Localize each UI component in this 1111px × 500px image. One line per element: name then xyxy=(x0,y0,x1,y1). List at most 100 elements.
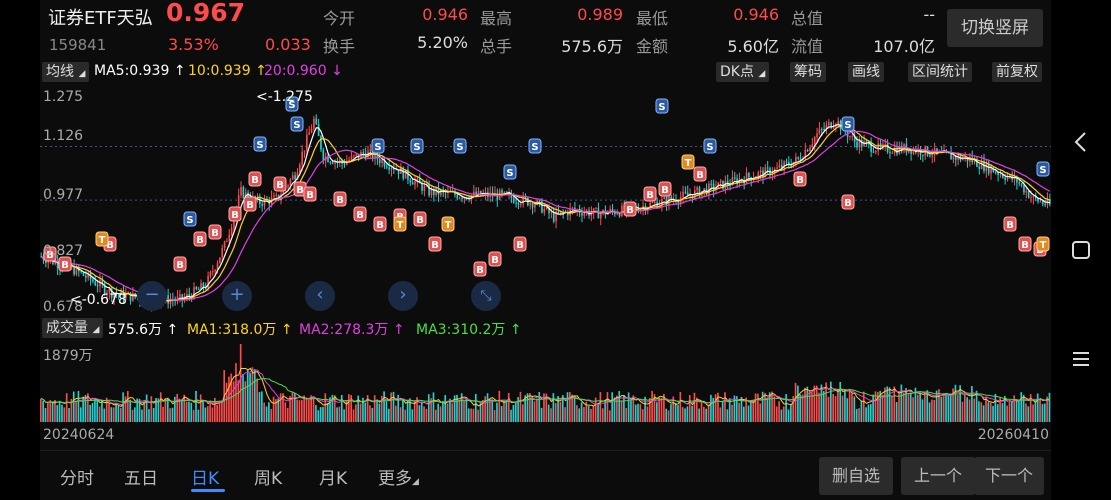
volume-bar xyxy=(296,399,298,422)
candle-body xyxy=(574,207,576,211)
volume-bar xyxy=(1048,392,1051,422)
candle-body xyxy=(388,167,390,170)
tab-more[interactable]: 更多◢ xyxy=(378,469,419,489)
volume-bar xyxy=(244,381,247,422)
candle-body xyxy=(298,164,301,173)
volume-bar xyxy=(973,398,976,422)
candle-body xyxy=(926,146,929,156)
chips-button[interactable]: 筹码 xyxy=(790,62,826,82)
volume-bar xyxy=(366,395,369,422)
next-stock-button[interactable]: 下一个 xyxy=(974,457,1044,495)
candle-body xyxy=(113,293,115,298)
candle-body xyxy=(75,266,78,275)
volume-bar xyxy=(406,399,409,422)
candle-body xyxy=(783,161,785,169)
menu-icon[interactable] xyxy=(1069,347,1093,371)
volume-bar xyxy=(188,401,190,422)
fullscreen-button[interactable]: ⤡ xyxy=(471,281,501,311)
dk-point-button[interactable]: DK点 ◢ xyxy=(716,62,770,82)
switch-portrait-button[interactable]: 切换竖屏 xyxy=(947,9,1043,47)
volume-bar xyxy=(340,394,343,422)
volume-bar xyxy=(277,398,280,422)
volume-bar xyxy=(745,397,747,422)
volume-bar xyxy=(670,404,672,422)
volume-bar xyxy=(514,401,517,422)
previous-stock-button[interactable]: 上一个 xyxy=(901,457,975,495)
buy-signal-badge: B xyxy=(273,176,287,192)
volume-chart[interactable]: 1879万 xyxy=(40,340,1051,422)
volume-bar xyxy=(345,401,348,422)
candle-body xyxy=(670,196,673,200)
volume-value: 575.6万 ↑ xyxy=(108,322,179,338)
candle-body xyxy=(973,159,976,163)
candle-body xyxy=(383,159,386,167)
change-percent: 3.53% xyxy=(168,35,219,54)
svg-text:S: S xyxy=(456,142,463,153)
candle-body xyxy=(882,144,884,147)
period-tab-bar: 分时 五日 日K 周K 月K 更多◢ 删自选 上一个 下一个 xyxy=(40,450,1051,500)
volume-bar xyxy=(914,387,917,422)
volume-bar xyxy=(216,404,218,422)
t-signal-badge: T xyxy=(441,216,455,232)
candle-body xyxy=(1016,176,1018,183)
volume-bar xyxy=(437,403,439,422)
volume-bar xyxy=(143,400,146,422)
volume-bar xyxy=(674,402,677,422)
volume-bar xyxy=(637,403,639,422)
candle-body xyxy=(209,271,212,276)
volume-bar xyxy=(338,406,341,422)
tab-monthly-k[interactable]: 月K xyxy=(319,469,348,489)
volume-bar xyxy=(905,388,907,422)
volume-bar xyxy=(411,409,414,422)
tab-intraday[interactable]: 分时 xyxy=(60,469,94,489)
volume-bar xyxy=(413,400,416,422)
candle-body xyxy=(1004,177,1006,180)
candle-body xyxy=(529,202,532,206)
volume-bar xyxy=(108,403,110,422)
forward-adjust-button[interactable]: 前复权 xyxy=(992,62,1042,82)
ma-selector-button[interactable]: 均线 ◢ xyxy=(42,62,90,82)
zoom-out-button[interactable]: − xyxy=(137,281,167,311)
volume-bar xyxy=(89,404,92,422)
volume-bar xyxy=(434,409,437,422)
volume-bar xyxy=(964,394,966,422)
volume-selector-button[interactable]: 成交量 ◢ xyxy=(42,318,104,338)
scroll-right-button[interactable]: › xyxy=(388,281,418,311)
remove-watchlist-button[interactable]: 删自选 xyxy=(819,457,893,495)
volume-bar xyxy=(239,344,242,422)
volume-bar xyxy=(1039,398,1041,422)
range-stats-button[interactable]: 区间统计 xyxy=(908,62,972,82)
volume-bar xyxy=(383,391,385,422)
volume-bar xyxy=(552,393,555,422)
scroll-left-button[interactable]: ‹ xyxy=(305,281,335,311)
y-label-bottom: 0.678 xyxy=(43,299,83,314)
volume-bar xyxy=(465,398,468,422)
volume-bar xyxy=(928,402,931,422)
tab-five-day[interactable]: 五日 xyxy=(124,469,158,489)
candle-body xyxy=(501,190,503,193)
volume-bar xyxy=(1001,403,1004,422)
chevron-left-icon[interactable] xyxy=(1069,130,1093,154)
square-icon[interactable] xyxy=(1069,238,1093,262)
candle-body xyxy=(654,201,656,203)
volume-bar xyxy=(498,390,501,422)
tab-daily-k[interactable]: 日K xyxy=(191,469,220,489)
candle-body xyxy=(823,129,825,131)
volume-bar xyxy=(623,395,625,422)
candle-body xyxy=(240,187,242,196)
volume-bar xyxy=(759,403,762,422)
volume-bar xyxy=(148,409,150,422)
volume-bar xyxy=(877,392,879,422)
tab-weekly-k[interactable]: 周K xyxy=(254,469,283,489)
shrink-icon: ⤡ xyxy=(480,288,492,304)
candle-body xyxy=(437,187,440,195)
draw-line-button[interactable]: 画线 xyxy=(848,62,884,82)
chevron-right-icon: › xyxy=(399,284,407,305)
svg-text:B: B xyxy=(416,215,424,226)
zoom-in-button[interactable]: + xyxy=(222,281,252,311)
volume-bar xyxy=(665,408,668,422)
volume-bar xyxy=(585,401,588,422)
sell-signal-badge: S xyxy=(655,98,669,114)
candle-body xyxy=(962,158,964,161)
